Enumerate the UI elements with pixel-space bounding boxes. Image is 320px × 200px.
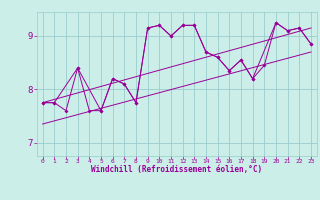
X-axis label: Windchill (Refroidissement éolien,°C): Windchill (Refroidissement éolien,°C) [91,165,262,174]
